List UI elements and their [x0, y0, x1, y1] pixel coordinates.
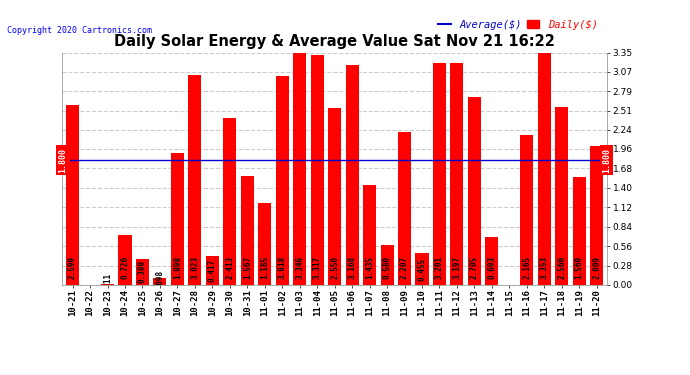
Text: 1.567: 1.567	[243, 256, 252, 279]
Text: 1.800: 1.800	[59, 148, 68, 172]
Bar	[136, 259, 149, 285]
Bar	[363, 185, 376, 285]
Bar	[119, 235, 132, 285]
Text: 0.098: 0.098	[155, 270, 164, 293]
Text: 3.023: 3.023	[190, 256, 199, 279]
Text: 0.455: 0.455	[417, 258, 426, 281]
Bar	[66, 105, 79, 285]
Text: 1.800: 1.800	[602, 148, 611, 172]
Bar	[520, 135, 533, 285]
Text: 3.317: 3.317	[313, 256, 322, 279]
Bar	[293, 53, 306, 285]
Text: 3.201: 3.201	[435, 256, 444, 279]
Bar	[310, 55, 324, 285]
Bar	[328, 108, 341, 285]
Bar	[451, 63, 464, 285]
Text: 3.346: 3.346	[295, 256, 304, 279]
Bar	[241, 176, 254, 285]
Bar	[538, 52, 551, 285]
Bar	[380, 245, 393, 285]
Bar	[153, 278, 166, 285]
Bar	[468, 97, 481, 285]
Bar	[398, 132, 411, 285]
Bar	[415, 254, 428, 285]
Text: 0.417: 0.417	[208, 259, 217, 282]
Text: 0.011: 0.011	[103, 273, 112, 296]
Title: Daily Solar Energy & Average Value Sat Nov 21 16:22: Daily Solar Energy & Average Value Sat N…	[115, 33, 555, 48]
Text: 1.560: 1.560	[575, 256, 584, 279]
Bar	[206, 256, 219, 285]
Bar	[573, 177, 586, 285]
Text: Copyright 2020 Cartronics.com: Copyright 2020 Cartronics.com	[7, 26, 152, 35]
Bar	[485, 237, 498, 285]
Bar	[590, 146, 603, 285]
Text: 0.380: 0.380	[138, 260, 147, 284]
Text: 3.197: 3.197	[453, 256, 462, 279]
Bar	[258, 203, 271, 285]
Bar	[276, 75, 289, 285]
Bar	[224, 117, 237, 285]
Text: 2.009: 2.009	[592, 256, 601, 279]
Text: 1.435: 1.435	[365, 256, 374, 279]
Text: 0.726: 0.726	[121, 256, 130, 279]
Text: 2.207: 2.207	[400, 256, 409, 279]
Text: 1.898: 1.898	[173, 256, 182, 279]
Text: 3.168: 3.168	[348, 256, 357, 279]
Text: 3.353: 3.353	[540, 256, 549, 279]
Bar	[346, 65, 359, 285]
Text: 2.413: 2.413	[226, 256, 235, 279]
Text: 0.580: 0.580	[382, 256, 391, 279]
Bar	[171, 153, 184, 285]
Bar	[555, 107, 569, 285]
Text: 2.560: 2.560	[558, 256, 566, 279]
Text: 1.185: 1.185	[260, 256, 269, 279]
Text: 2.599: 2.599	[68, 256, 77, 279]
Bar	[101, 284, 114, 285]
Text: 0.693: 0.693	[487, 256, 496, 279]
Text: 2.550: 2.550	[330, 256, 339, 279]
Text: 2.165: 2.165	[522, 256, 531, 279]
Legend: Average($), Daily($): Average($), Daily($)	[434, 16, 602, 34]
Bar	[433, 63, 446, 285]
Bar	[188, 75, 201, 285]
Text: 2.705: 2.705	[470, 256, 479, 279]
Text: 3.018: 3.018	[278, 256, 287, 279]
